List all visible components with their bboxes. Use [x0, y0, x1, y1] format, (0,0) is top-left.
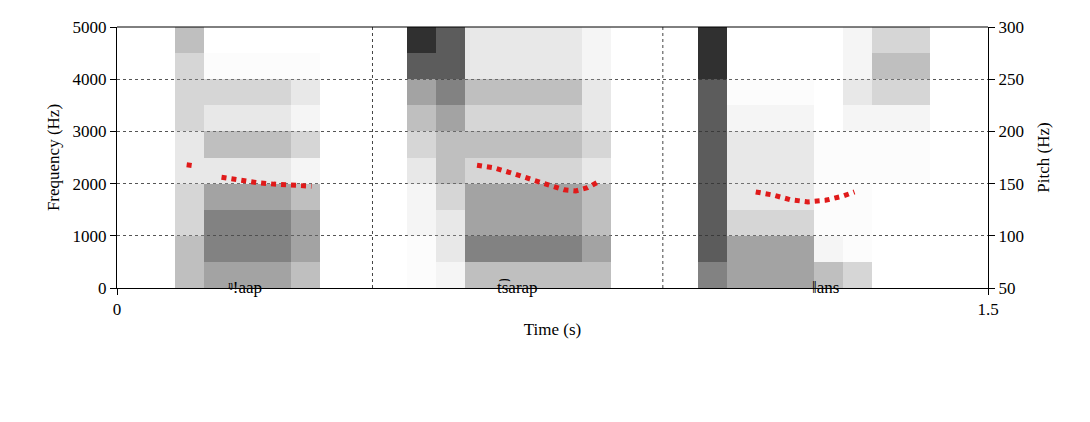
svg-text:0: 0: [98, 279, 107, 298]
svg-text:t͡sarap: t͡sarap: [497, 278, 538, 297]
svg-text:300: 300: [998, 18, 1024, 37]
svg-text:100: 100: [998, 227, 1024, 246]
svg-text:2000: 2000: [73, 175, 107, 194]
svg-text:3000: 3000: [73, 122, 107, 141]
svg-text:ǁans: ǁans: [812, 278, 839, 297]
svg-text:1000: 1000: [73, 227, 107, 246]
svg-text:50: 50: [998, 279, 1015, 298]
svg-text:1.5: 1.5: [977, 300, 998, 319]
svg-text:150: 150: [998, 175, 1024, 194]
svg-text:ᵑ!aap: ᵑ!aap: [228, 278, 262, 297]
svg-text:4000: 4000: [73, 70, 107, 89]
svg-text:0: 0: [113, 300, 122, 319]
svg-text:Time (s): Time (s): [524, 320, 581, 339]
svg-text:5000: 5000: [73, 18, 107, 37]
svg-text:200: 200: [998, 122, 1024, 141]
svg-text:Pitch (Hz): Pitch (Hz): [1034, 122, 1053, 192]
svg-text:250: 250: [998, 70, 1024, 89]
svg-text:Frequency (Hz): Frequency (Hz): [44, 104, 63, 211]
